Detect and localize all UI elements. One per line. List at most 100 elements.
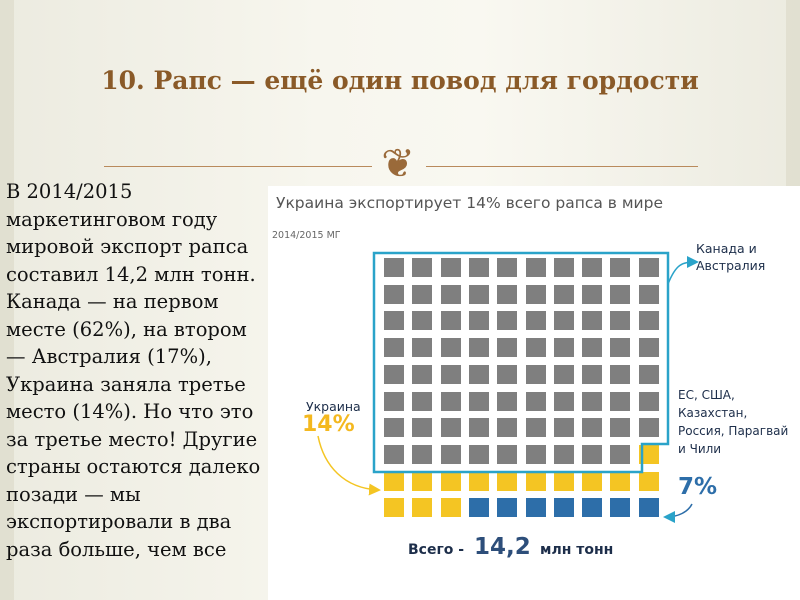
waffle-cell-grey bbox=[610, 418, 630, 437]
waffle-cell-blue bbox=[582, 498, 602, 517]
waffle-cell-grey bbox=[441, 392, 461, 411]
waffle-cell-yellow bbox=[610, 472, 630, 491]
others-percent: 7% bbox=[678, 474, 718, 500]
waffle-cell-grey bbox=[582, 285, 602, 304]
waffle-cell-grey bbox=[497, 338, 517, 357]
waffle-cell-grey bbox=[554, 285, 574, 304]
infographic-subtitle: 2014/2015 МГ bbox=[272, 230, 341, 241]
waffle-cell-grey bbox=[441, 418, 461, 437]
waffle-cell-grey bbox=[412, 392, 432, 411]
waffle-cell-blue bbox=[469, 498, 489, 517]
waffle-cell-grey bbox=[469, 285, 489, 304]
waffle-cell-grey bbox=[469, 445, 489, 464]
waffle-cell-grey bbox=[526, 418, 546, 437]
infographic: Украина экспортирует 14% всего рапса в м… bbox=[268, 186, 800, 600]
waffle-cell-grey bbox=[469, 365, 489, 384]
waffle-cell-yellow bbox=[441, 472, 461, 491]
waffle-cell-yellow bbox=[497, 472, 517, 491]
ukraine-percent: 14% bbox=[302, 412, 355, 437]
waffle-cell-grey bbox=[497, 258, 517, 277]
waffle-cell-grey bbox=[441, 311, 461, 330]
waffle-cell-grey bbox=[384, 258, 404, 277]
waffle-cell-yellow bbox=[441, 498, 461, 517]
waffle-cell-grey bbox=[582, 418, 602, 437]
waffle-cell-yellow bbox=[554, 472, 574, 491]
waffle-cell-grey bbox=[610, 311, 630, 330]
waffle-cell-grey bbox=[639, 285, 659, 304]
waffle-cell-grey bbox=[384, 418, 404, 437]
waffle-cell-grey bbox=[554, 365, 574, 384]
waffle-cell-grey bbox=[469, 418, 489, 437]
waffle-cell-grey bbox=[554, 311, 574, 330]
waffle-cell-grey bbox=[469, 258, 489, 277]
waffle-cell-blue bbox=[554, 498, 574, 517]
waffle-cell-yellow bbox=[526, 472, 546, 491]
waffle-cell-grey bbox=[497, 445, 517, 464]
waffle-cell-grey bbox=[412, 338, 432, 357]
waffle-cell-grey bbox=[526, 258, 546, 277]
waffle-cell-grey bbox=[412, 311, 432, 330]
waffle-cell-grey bbox=[554, 338, 574, 357]
canada-australia-label: Канада и Австралия bbox=[696, 241, 766, 273]
infographic-title: Украина экспортирует 14% всего рапса в м… bbox=[276, 194, 663, 212]
waffle-grid bbox=[268, 186, 800, 600]
waffle-cell-grey bbox=[639, 258, 659, 277]
waffle-cell-grey bbox=[582, 311, 602, 330]
total-unit: млн тонн bbox=[540, 542, 614, 558]
waffle-cell-grey bbox=[639, 365, 659, 384]
waffle-cell-grey bbox=[610, 285, 630, 304]
canada-australia-outline bbox=[372, 251, 670, 474]
waffle-cell-yellow bbox=[582, 472, 602, 491]
waffle-cell-grey bbox=[610, 338, 630, 357]
slide-title: 10. Рапс — ещё один повод для гордости bbox=[101, 66, 699, 95]
waffle-cell-grey bbox=[441, 285, 461, 304]
waffle-cell-grey bbox=[526, 311, 546, 330]
waffle-cell-grey bbox=[412, 285, 432, 304]
body-text: В 2014/2015 маркетинговом году мировой э… bbox=[6, 180, 261, 561]
waffle-cell-grey bbox=[497, 365, 517, 384]
waffle-cell-grey bbox=[384, 365, 404, 384]
waffle-cell-yellow bbox=[412, 472, 432, 491]
waffle-cell-grey bbox=[497, 285, 517, 304]
waffle-cell-grey bbox=[610, 445, 630, 464]
waffle-cell-grey bbox=[526, 285, 546, 304]
total-value: 14,2 bbox=[474, 534, 531, 560]
waffle-cell-yellow bbox=[639, 472, 659, 491]
waffle-cell-grey bbox=[441, 445, 461, 464]
other-countries-label: ЕС, США, Казахстан, Россия, Парагвай и Ч… bbox=[678, 388, 789, 456]
waffle-cell-yellow bbox=[384, 498, 404, 517]
waffle-cell-grey bbox=[384, 311, 404, 330]
waffle-cell-blue bbox=[610, 498, 630, 517]
waffle-cell-grey bbox=[469, 311, 489, 330]
waffle-cell-blue bbox=[526, 498, 546, 517]
waffle-cell-blue bbox=[639, 498, 659, 517]
waffle-cell-grey bbox=[554, 445, 574, 464]
waffle-cell-grey bbox=[554, 258, 574, 277]
waffle-cell-grey bbox=[469, 338, 489, 357]
waffle-cell-grey bbox=[412, 418, 432, 437]
waffle-cell-grey bbox=[526, 445, 546, 464]
others-arrow bbox=[663, 503, 693, 523]
waffle-cell-grey bbox=[384, 285, 404, 304]
waffle-cell-grey bbox=[610, 258, 630, 277]
waffle-cell-grey bbox=[526, 338, 546, 357]
waffle-cell-grey bbox=[469, 392, 489, 411]
waffle-cell-grey bbox=[582, 445, 602, 464]
divider-right bbox=[426, 166, 698, 167]
waffle-cell-grey bbox=[441, 338, 461, 357]
waffle-cell-grey bbox=[497, 418, 517, 437]
waffle-cell-grey bbox=[384, 338, 404, 357]
total-prefix: Всего - bbox=[408, 542, 465, 558]
waffle-cell-grey bbox=[497, 392, 517, 411]
waffle-cell-grey bbox=[639, 418, 659, 437]
waffle-cell-yellow bbox=[469, 472, 489, 491]
waffle-cell-grey bbox=[526, 365, 546, 384]
ornament-icon: ❦ bbox=[381, 141, 415, 187]
waffle-cell-grey bbox=[554, 418, 574, 437]
waffle-cell-blue bbox=[497, 498, 517, 517]
waffle-cell-grey bbox=[412, 445, 432, 464]
waffle-cell-grey bbox=[384, 445, 404, 464]
infographic-overlay bbox=[317, 251, 699, 523]
waffle-cell-grey bbox=[384, 392, 404, 411]
waffle-cell-grey bbox=[526, 392, 546, 411]
